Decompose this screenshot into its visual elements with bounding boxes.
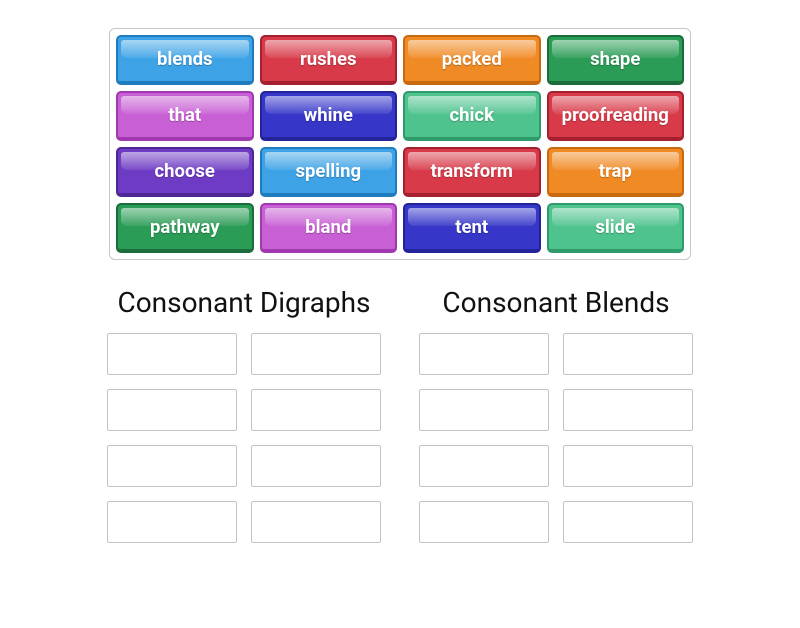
drop-slot[interactable] <box>419 501 549 543</box>
category-title: Consonant Digraphs <box>117 286 370 319</box>
word-tile-label: rushes <box>300 48 357 70</box>
word-tile-label: that <box>168 104 201 126</box>
word-tile-label: spelling <box>295 160 361 182</box>
word-tile[interactable]: trap <box>547 147 685 197</box>
drop-slot[interactable] <box>419 333 549 375</box>
drop-slot[interactable] <box>107 333 237 375</box>
word-tile-label: proofreading <box>562 104 669 126</box>
category-column: Consonant Digraphs <box>107 286 381 543</box>
word-tile-label: packed <box>442 48 502 70</box>
word-bank: blends rushes packed shape that whine chick pro… <box>109 28 691 260</box>
categories-row: Consonant Digraphs Consonant Blends <box>0 286 800 543</box>
word-tile[interactable]: packed <box>403 35 541 85</box>
word-tile-label: slide <box>595 216 635 238</box>
word-tile[interactable]: transform <box>403 147 541 197</box>
word-tile-label: shape <box>590 48 640 70</box>
word-tile[interactable]: bland <box>260 203 398 253</box>
drop-slot[interactable] <box>563 389 693 431</box>
word-tile[interactable]: pathway <box>116 203 254 253</box>
word-tile[interactable]: slide <box>547 203 685 253</box>
word-tile[interactable]: whine <box>260 91 398 141</box>
drop-slot[interactable] <box>107 445 237 487</box>
word-tile[interactable]: rushes <box>260 35 398 85</box>
drop-slot[interactable] <box>251 501 381 543</box>
word-tile-label: pathway <box>150 216 220 238</box>
word-tile-label: bland <box>305 216 351 238</box>
drop-slot[interactable] <box>563 445 693 487</box>
drop-slots <box>419 333 693 543</box>
word-tile[interactable]: chick <box>403 91 541 141</box>
drop-slot[interactable] <box>419 389 549 431</box>
drop-slot[interactable] <box>419 445 549 487</box>
category-column: Consonant Blends <box>419 286 693 543</box>
drop-slot[interactable] <box>107 501 237 543</box>
category-title: Consonant Blends <box>442 286 669 319</box>
word-tile[interactable]: choose <box>116 147 254 197</box>
drop-slot[interactable] <box>563 501 693 543</box>
drop-slots <box>107 333 381 543</box>
word-tile-label: transform <box>431 160 513 182</box>
word-tile[interactable]: shape <box>547 35 685 85</box>
word-tile[interactable]: blends <box>116 35 254 85</box>
word-tile-label: whine <box>304 104 353 126</box>
word-tile[interactable]: that <box>116 91 254 141</box>
word-tile-label: chick <box>450 104 494 126</box>
drop-slot[interactable] <box>251 333 381 375</box>
word-tile-label: choose <box>155 160 215 182</box>
drop-slot[interactable] <box>251 445 381 487</box>
word-tile-label: blends <box>157 48 213 70</box>
word-tile[interactable]: proofreading <box>547 91 685 141</box>
word-tile[interactable]: tent <box>403 203 541 253</box>
drop-slot[interactable] <box>563 333 693 375</box>
word-tile[interactable]: spelling <box>260 147 398 197</box>
drop-slot[interactable] <box>107 389 237 431</box>
drop-slot[interactable] <box>251 389 381 431</box>
word-tile-label: trap <box>599 160 632 182</box>
word-tile-label: tent <box>455 216 488 238</box>
